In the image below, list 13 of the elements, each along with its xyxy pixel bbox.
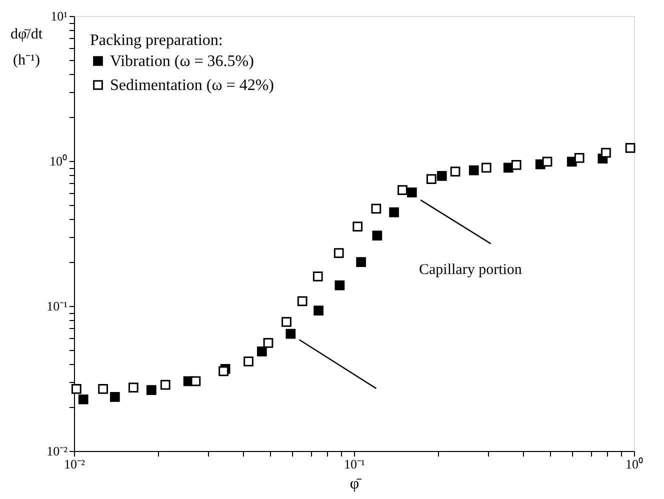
x-axis-title: φ̄: [350, 476, 362, 492]
y-tick-label: 10⁻²: [46, 444, 68, 458]
y-tick-label: 10¹: [50, 8, 68, 24]
y-axis-title: dφ̄/dt (h⁻¹): [10, 26, 44, 68]
legend-title: Packing preparation:: [90, 32, 223, 49]
x-tick-label: 10⁻¹: [344, 456, 366, 472]
annotation: Capillary portion: [419, 262, 522, 278]
x-tick-label: 10⁻²: [64, 456, 86, 472]
y-tick-label: 10⁰: [50, 154, 68, 168]
y-tick-label: 10⁻¹: [46, 298, 68, 314]
legend-label: Sedimentation (ω = 42%): [110, 77, 274, 94]
x-tick-label: 10⁰: [626, 456, 644, 472]
legend-label: Vibration (ω = 36.5%): [110, 53, 254, 70]
